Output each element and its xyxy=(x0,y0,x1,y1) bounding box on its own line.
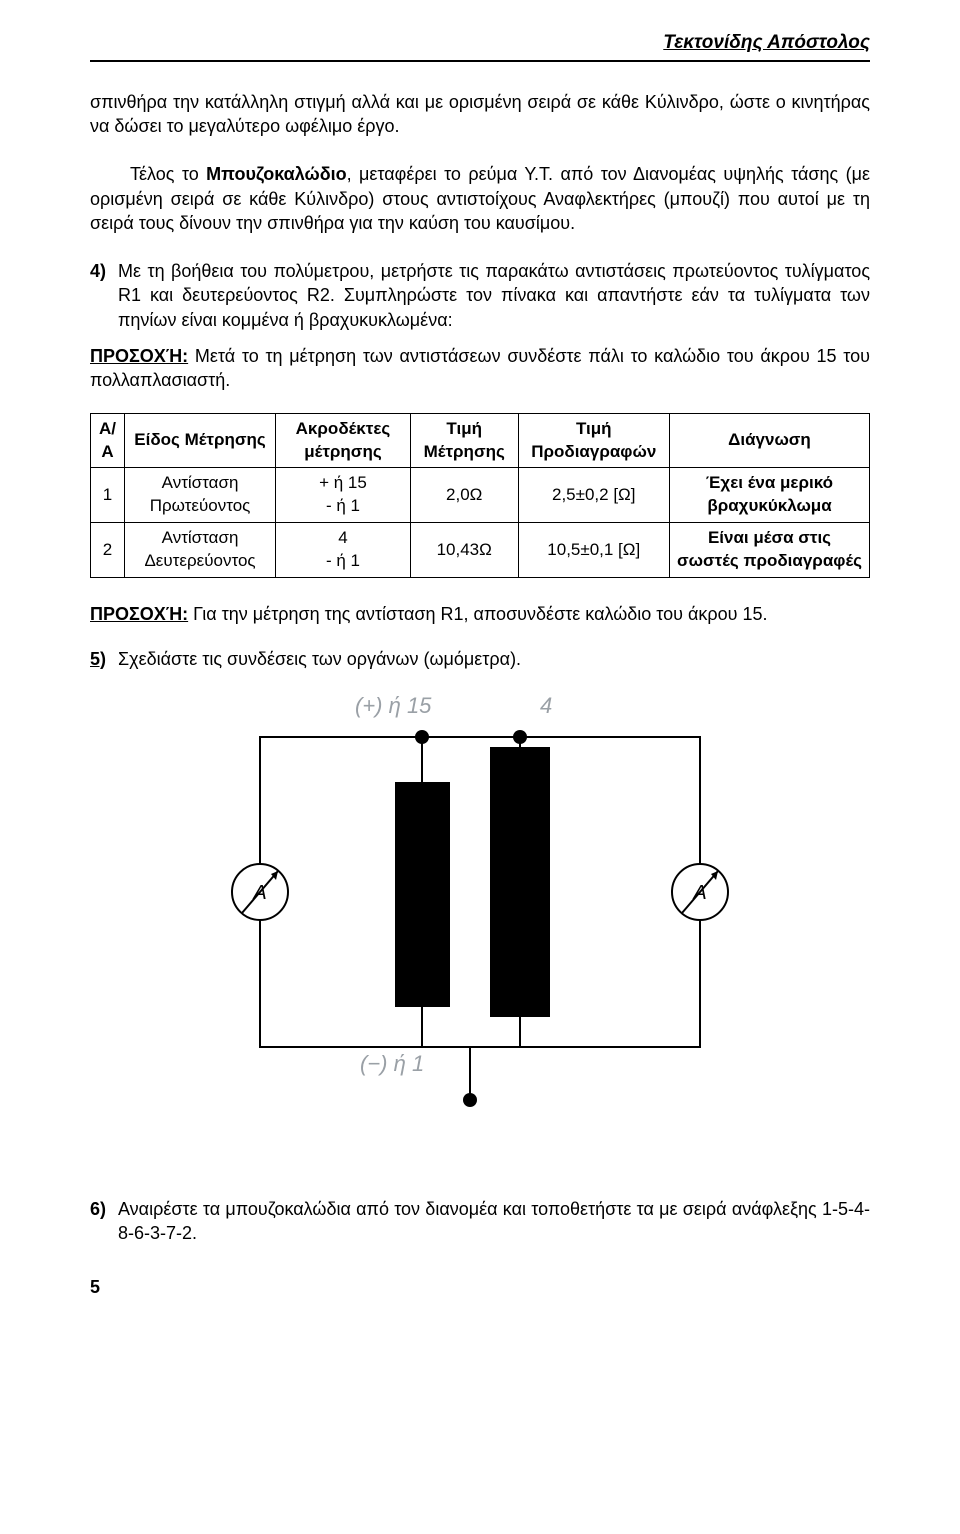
list-item-6: 6) Αναιρέστε τα μπουζοκαλώδια από τον δι… xyxy=(90,1197,870,1246)
fig-label-top-left: (+) ή 15 xyxy=(355,691,431,721)
fig-label-bottom: (−) ή 1 xyxy=(360,1049,424,1079)
table-row: 2 Αντίσταση Δευτερεύοντος 4 - ή 1 10,43Ω… xyxy=(91,523,870,578)
caution-1-label: ΠΡΟΣΟΧΉ: xyxy=(90,346,188,366)
cell-kind: Αντίσταση Δευτερεύοντος xyxy=(125,523,276,578)
cell-term-b: - ή 1 xyxy=(282,495,404,518)
circuit-figure: A A (+) ή 15 4 (−) ή 1 xyxy=(200,687,760,1167)
cell-term-b: - ή 1 xyxy=(282,550,404,573)
list-item-5: 5) Σχεδιάστε τις συνδέσεις των οργάνων (… xyxy=(90,647,870,671)
meter-right-label: A xyxy=(692,882,706,904)
intro-paragraph-2: Τέλος το Μπουζοκαλώδιο, μεταφέρει το ρεύ… xyxy=(90,162,870,235)
author-name: Τεκτονίδης Απόστολος xyxy=(90,30,870,58)
table-row: 1 Αντίσταση Πρωτεύοντος + ή 15 - ή 1 2,0… xyxy=(91,468,870,523)
th-diag: Διάγνωση xyxy=(669,413,869,468)
list-item-4: 4) Με τη βοήθεια του πολύμετρου, μετρήστ… xyxy=(90,259,870,332)
th-aa: Α/Α xyxy=(91,413,125,468)
intro-bold: Μπουζοκαλώδιο xyxy=(206,164,346,184)
list-body-4: Με τη βοήθεια του πολύμετρου, μετρήστε τ… xyxy=(118,259,870,332)
th-spec: Τιμή Προδιαγραφών xyxy=(518,413,669,468)
cell-kind: Αντίσταση Πρωτεύοντος xyxy=(125,468,276,523)
meter-left-label: A xyxy=(252,882,266,904)
cell-n: 1 xyxy=(91,468,125,523)
list-number-5: 5) xyxy=(90,647,118,671)
cell-meas: 2,0Ω xyxy=(410,468,518,523)
page-number: 5 xyxy=(90,1275,870,1299)
intro-text-1: σπινθήρα την κατάλληλη στιγμή αλλά και μ… xyxy=(90,92,870,136)
caution-2-label: ΠΡΟΣΟΧΉ: xyxy=(90,604,188,624)
circuit-svg: A A xyxy=(200,687,760,1167)
th-kind: Είδος Μέτρησης xyxy=(125,413,276,468)
cell-diag: Είναι μέσα στις σωστές προδιαγραφές xyxy=(669,523,869,578)
caution-2: ΠΡΟΣΟΧΉ: Για την μέτρηση της αντίσταση R… xyxy=(90,602,870,626)
measurement-table: Α/Α Είδος Μέτρησης Ακροδέκτες μέτρησης Τ… xyxy=(90,413,870,579)
th-meas: Τιμή Μέτρησης xyxy=(410,413,518,468)
cell-spec: 10,5±0,1 [Ω] xyxy=(518,523,669,578)
list-body-6: Αναιρέστε τα μπουζοκαλώδια από τον διανο… xyxy=(118,1197,870,1246)
cell-term: 4 - ή 1 xyxy=(276,523,411,578)
header-rule xyxy=(90,60,870,62)
cell-n: 2 xyxy=(91,523,125,578)
caution-1: ΠΡΟΣΟΧΉ: Μετά το τη μέτρηση των αντιστάσ… xyxy=(90,344,870,393)
list-number-4: 4) xyxy=(90,259,118,332)
cell-spec: 2,5±0,2 [Ω] xyxy=(518,468,669,523)
th-term: Ακροδέκτες μέτρησης xyxy=(276,413,411,468)
intro-paragraph: σπινθήρα την κατάλληλη στιγμή αλλά και μ… xyxy=(90,90,870,139)
caution-1-text: Μετά το τη μέτρηση των αντιστάσεων συνδέ… xyxy=(90,346,870,390)
cell-term-a: + ή 15 xyxy=(282,472,404,495)
page-header: Τεκτονίδης Απόστολος xyxy=(90,30,870,62)
list-body-5: Σχεδιάστε τις συνδέσεις των οργάνων (ωμό… xyxy=(118,647,870,671)
cell-term-a: 4 xyxy=(282,527,404,550)
fig-label-top-right: 4 xyxy=(540,691,552,721)
cell-term: + ή 15 - ή 1 xyxy=(276,468,411,523)
cell-meas: 10,43Ω xyxy=(410,523,518,578)
list-number-6: 6) xyxy=(90,1197,118,1246)
table-header-row: Α/Α Είδος Μέτρησης Ακροδέκτες μέτρησης Τ… xyxy=(91,413,870,468)
caution-2-text: Για την μέτρηση της αντίσταση R1, αποσυν… xyxy=(188,604,767,624)
cell-diag: Έχει ένα μερικό βραχυκύκλωμα xyxy=(669,468,869,523)
intro-lead: Τέλος το xyxy=(130,164,206,184)
